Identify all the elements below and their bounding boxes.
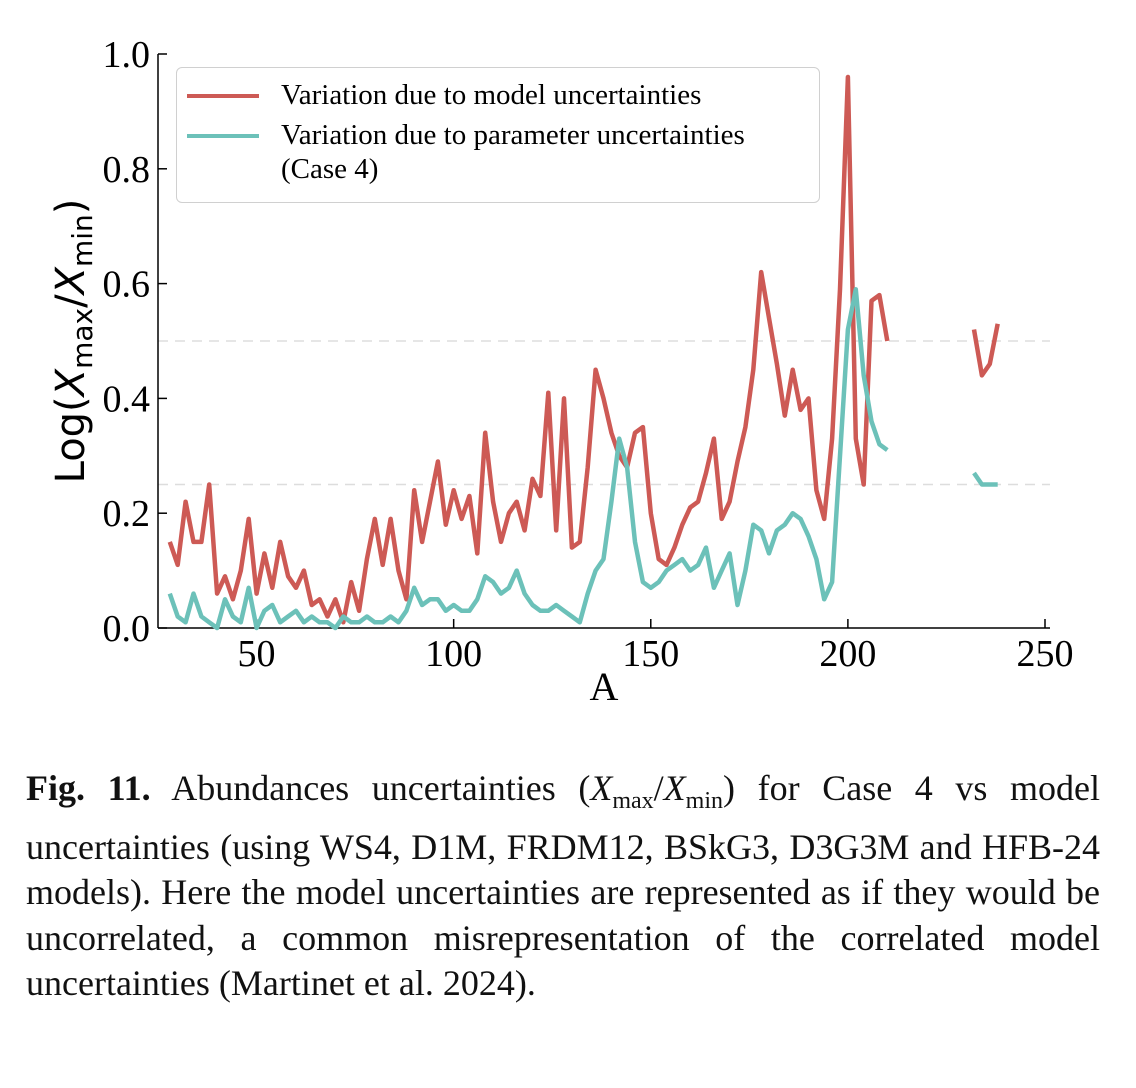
caption-sub: max (612, 788, 654, 815)
caption-text: Abundances uncertainties ( (171, 768, 591, 808)
y-tick-label: 0.2 (103, 493, 151, 535)
y-label-part: min (66, 214, 99, 267)
series-line (972, 471, 998, 487)
y-tick-label: 0.6 (103, 264, 151, 306)
series-line (167, 287, 889, 631)
y-label-part: ) (48, 199, 94, 215)
x-tick-label: 100 (425, 633, 482, 675)
caption: Fig. 11. Abundances uncertainties (Xmax/… (26, 766, 1100, 1007)
y-tick-label: 1.0 (103, 34, 151, 76)
x-tick-label: 250 (1017, 633, 1074, 675)
caption-var: X (590, 768, 613, 808)
x-axis-label: A (590, 664, 619, 709)
legend-label: Variation due to model uncertainties (281, 79, 702, 111)
x-tick-label: 200 (819, 633, 876, 675)
caption-sub: min (685, 788, 724, 815)
caption-text: ) for Case 4 vs model uncertainties (usi… (26, 768, 1100, 1004)
y-tick-label: 0.0 (103, 608, 151, 650)
x-tick-label: 50 (238, 633, 276, 675)
y-label-part: max (66, 308, 99, 369)
y-tick-label: 0.4 (103, 378, 151, 420)
legend-swatch (187, 134, 259, 138)
series-line (971, 323, 1000, 378)
y-label-part: / (48, 294, 94, 308)
legend: Variation due to model uncertainties Var… (176, 67, 820, 203)
y-label-part: X (48, 265, 94, 296)
y-label-part: Log( (48, 396, 94, 483)
y-label-part: X (48, 367, 94, 398)
legend-label: Variation due to parameter uncertainties… (281, 119, 745, 185)
series-line (167, 74, 890, 625)
y-tick-label: 0.8 (103, 149, 151, 191)
y-axis-label: Log(Xmax/Xmin) (48, 199, 99, 484)
legend-swatch (187, 94, 259, 98)
caption-text: / (653, 768, 664, 808)
caption-var: X (663, 768, 686, 808)
x-tick-label: 150 (622, 633, 679, 675)
chart: A Log(Xmax/Xmin) 0.00.20.40.60.81.050 100… (48, 34, 1074, 709)
legend-entry: Variation due to parameter uncertainties… (187, 118, 807, 186)
legend-entry: Variation due to model uncertainties (187, 78, 807, 112)
caption-label: Fig. 11. (26, 768, 151, 808)
